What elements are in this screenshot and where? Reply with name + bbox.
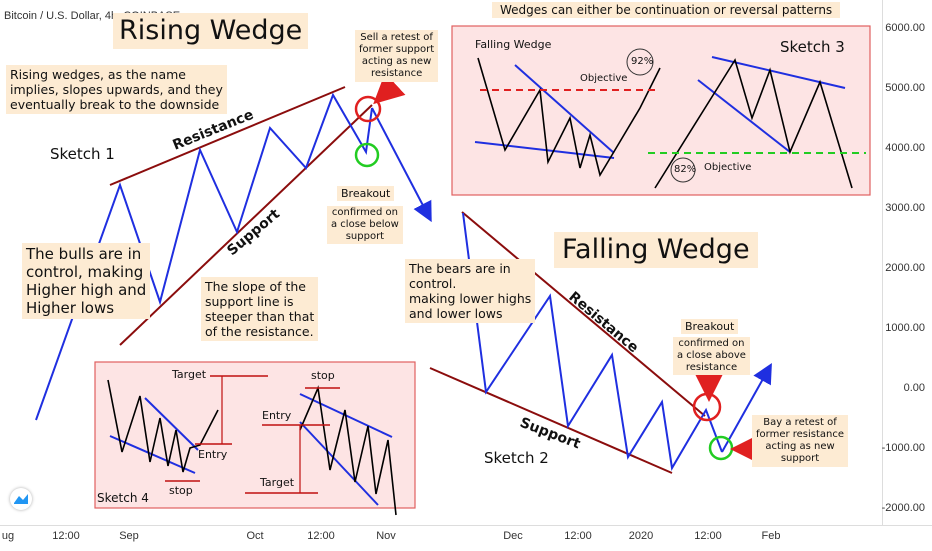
y-tick-label: 1000.00 <box>885 322 925 334</box>
s4a-stop-label: stop <box>169 484 193 497</box>
rising-support-line <box>119 104 373 346</box>
sketch4-panel <box>94 361 416 509</box>
rising-breakdown-arrow <box>371 107 432 223</box>
breakout-down-text: confirmed on a close below support <box>327 206 403 244</box>
s3b-support <box>697 79 791 153</box>
s4a-price <box>107 379 219 473</box>
breakout-down-circle <box>354 142 380 168</box>
y-tick-label: -1000.00 <box>881 442 925 454</box>
x-tick-label: 2020 <box>628 530 654 542</box>
sketch2-label: Sketch 2 <box>484 449 549 467</box>
sketch1-label: Sketch 1 <box>50 145 115 163</box>
s3b-price <box>654 58 853 189</box>
breakout-down-title: Breakout <box>337 186 395 202</box>
sell-retest-note: Sell a retest of former support acting a… <box>355 30 439 82</box>
falling-price-path <box>462 212 723 471</box>
s4b-price <box>299 385 397 516</box>
y-tick-label: 4000.00 <box>885 142 925 154</box>
sketch3-panel <box>451 25 871 196</box>
x-tick-label: 12:00 <box>694 530 722 542</box>
time-axis[interactable] <box>0 525 932 551</box>
s4b-support <box>299 421 379 506</box>
falling-breakout-arrow <box>721 363 772 453</box>
rising-wedge-title: Rising Wedge <box>113 13 309 50</box>
s4a-entry-label: Entry <box>198 448 228 461</box>
price-axis[interactable]: 6000.00 5000.00 4000.00 3000.00 2000.00 … <box>882 0 932 525</box>
s3a-support <box>474 141 615 159</box>
y-tick-label: 3000.00 <box>885 202 925 214</box>
s4a-target-label: Target <box>172 368 207 381</box>
sketch4-label: Sketch 4 <box>97 491 149 505</box>
breakout-up-circle <box>692 392 722 422</box>
falling-resistance-line <box>461 211 706 417</box>
buy-retest-note: Bay a retest of former resistance acting… <box>752 415 849 467</box>
s3b-pct-circle <box>670 157 696 183</box>
sell-retest-arrow <box>373 72 406 105</box>
s3b-objective-label: Objective <box>704 162 752 173</box>
x-tick-label: 12:00 <box>564 530 592 542</box>
bulls-note: The bulls are in control, making Higher … <box>22 243 151 319</box>
rising-support-label: Support <box>224 206 283 259</box>
x-tick-label: ug <box>1 530 15 542</box>
s4b-stop-label: stop <box>311 369 335 382</box>
s3a-resistance <box>514 64 615 154</box>
tradingview-logo-glyph <box>14 494 28 504</box>
falling-resistance-label: Resistance <box>565 289 641 356</box>
falling-wedge-title: Falling Wedge <box>554 232 758 269</box>
x-tick-label: Dec <box>503 530 523 542</box>
top-note: Wedges can either be continuation or rev… <box>492 2 841 19</box>
x-tick-label: Feb <box>761 530 781 542</box>
y-tick-label: 2000.00 <box>885 262 925 274</box>
tradingview-logo-icon[interactable] <box>10 488 32 510</box>
s3a-price <box>477 57 661 178</box>
y-tick-label: 0.00 <box>903 382 925 394</box>
x-tick-label: 12:00 <box>307 530 335 542</box>
sketch3-label: Sketch 3 <box>780 38 845 56</box>
falling-support-line <box>429 367 673 474</box>
s3a-pct-label: 92% <box>631 56 654 67</box>
rising-resistance-line <box>109 86 346 186</box>
x-tick-label: 12:00 <box>52 530 80 542</box>
s3b-pct-label: 82% <box>674 164 697 175</box>
rising-description: Rising wedges, as the name implies, slop… <box>6 65 227 114</box>
bears-note: The bears are in control. making lower h… <box>405 259 536 323</box>
slope-note: The slope of the support line is steeper… <box>201 277 319 341</box>
y-tick-label: 6000.00 <box>885 22 925 34</box>
s4b-entry-label: Entry <box>262 409 292 422</box>
s4b-target-label: Target <box>260 476 295 489</box>
s3a-objective-label: Objective <box>580 73 628 84</box>
x-tick-label: Nov <box>376 530 396 542</box>
breakout-up-text: confirmed on a close above resistance <box>673 337 750 375</box>
x-tick-label: Sep <box>119 530 139 542</box>
s3-falling-wedge-label: Falling Wedge <box>472 37 555 53</box>
s3a-pct-circle <box>626 48 654 76</box>
s4a-resistance <box>144 397 199 451</box>
x-tick-label: Oct <box>246 530 264 542</box>
y-tick-label: 5000.00 <box>885 82 925 94</box>
sell-retest-circle <box>354 95 382 123</box>
y-tick-label: -2000.00 <box>881 502 925 514</box>
breakout-up-title: Breakout <box>681 319 739 335</box>
